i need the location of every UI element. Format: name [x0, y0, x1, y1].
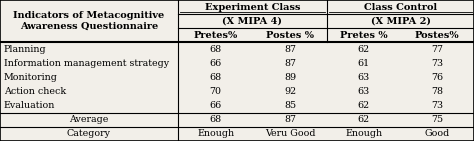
Text: Evaluation: Evaluation [4, 101, 55, 110]
Text: (X MIPA 4): (X MIPA 4) [222, 17, 283, 26]
Text: 63: 63 [358, 87, 370, 96]
Text: 87: 87 [284, 45, 296, 54]
Text: 85: 85 [284, 101, 296, 110]
Text: 68: 68 [210, 73, 222, 82]
Text: 89: 89 [284, 73, 296, 82]
Text: 66: 66 [210, 59, 222, 68]
Text: Postes%: Postes% [415, 31, 460, 40]
Text: 62: 62 [358, 101, 370, 110]
Text: 78: 78 [431, 87, 443, 96]
Text: Veru Good: Veru Good [265, 129, 316, 138]
Text: 62: 62 [358, 115, 370, 124]
Text: Action check: Action check [4, 87, 66, 96]
Text: 92: 92 [284, 87, 296, 96]
Text: Indicators of Metacognitive
Awareness Questionnaire: Indicators of Metacognitive Awareness Qu… [13, 11, 164, 31]
Text: Pretes%: Pretes% [193, 31, 238, 40]
Text: 66: 66 [210, 101, 222, 110]
Text: 73: 73 [431, 59, 443, 68]
Text: Enough: Enough [197, 129, 234, 138]
Text: 61: 61 [358, 59, 370, 68]
Text: 63: 63 [358, 73, 370, 82]
Text: Postes %: Postes % [266, 31, 314, 40]
Text: 68: 68 [210, 45, 222, 54]
Text: Monitoring: Monitoring [4, 73, 58, 82]
Text: Experiment Class: Experiment Class [205, 3, 300, 12]
Text: Good: Good [425, 129, 450, 138]
Text: Average: Average [69, 115, 109, 124]
Text: 87: 87 [284, 59, 296, 68]
Text: Enough: Enough [345, 129, 383, 138]
Text: Class Control: Class Control [364, 3, 437, 12]
Text: 77: 77 [431, 45, 443, 54]
Text: 76: 76 [431, 73, 443, 82]
Text: (X MIPA 2): (X MIPA 2) [371, 17, 430, 26]
Text: Planning: Planning [4, 45, 46, 54]
Text: 68: 68 [210, 115, 222, 124]
Text: 87: 87 [284, 115, 296, 124]
Text: 73: 73 [431, 101, 443, 110]
Text: 70: 70 [210, 87, 222, 96]
Text: Information management strategy: Information management strategy [4, 59, 169, 68]
Text: 75: 75 [431, 115, 443, 124]
Text: Pretes %: Pretes % [340, 31, 388, 40]
Text: Category: Category [67, 129, 111, 138]
Text: 62: 62 [358, 45, 370, 54]
